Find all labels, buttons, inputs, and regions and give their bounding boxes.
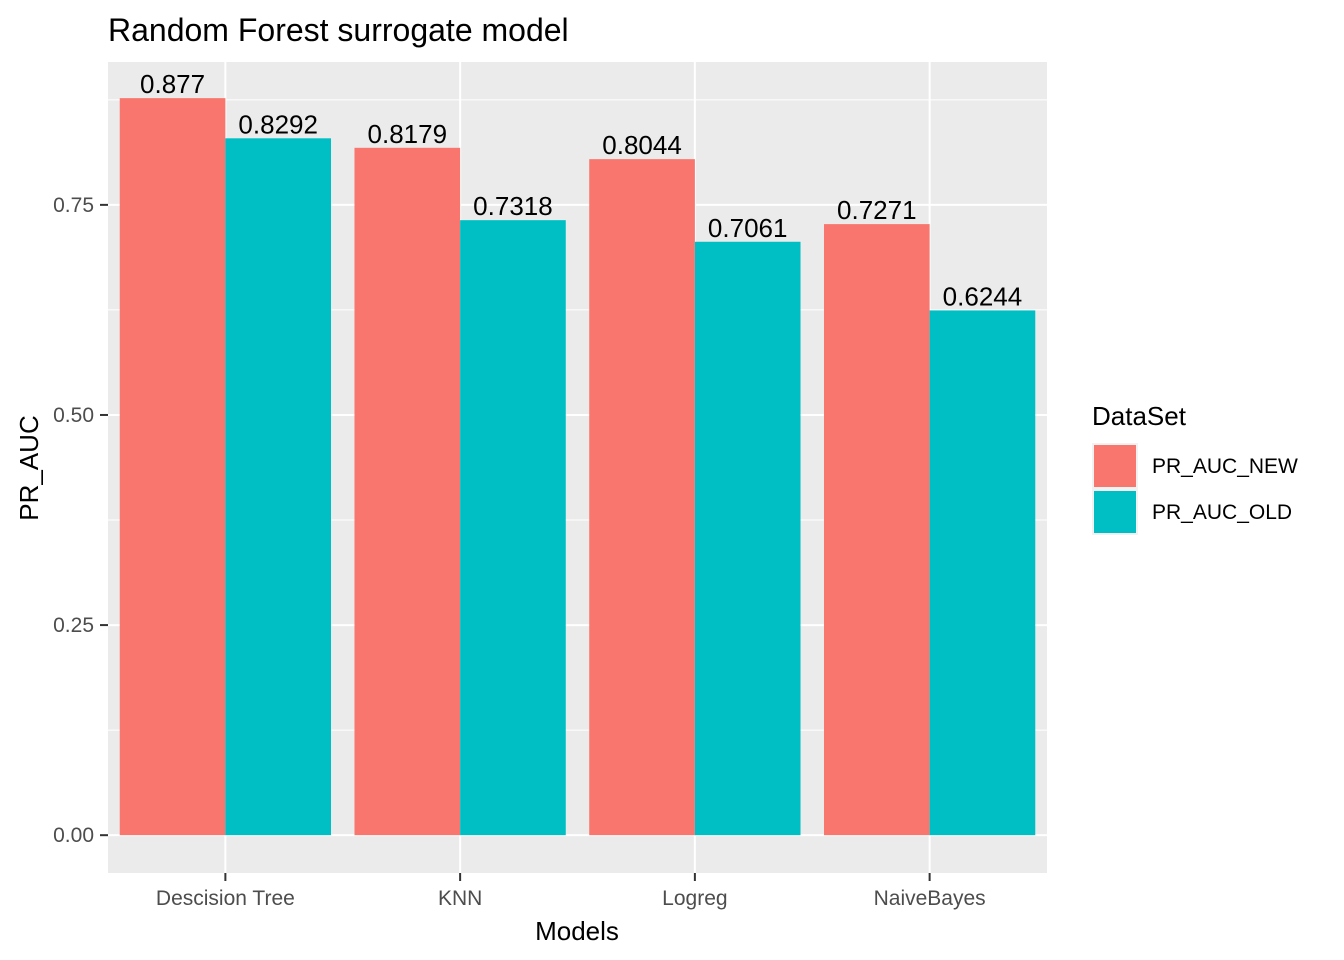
legend: DataSet PR_AUC_NEW PR_AUC_OLD bbox=[1092, 401, 1298, 535]
bars bbox=[119, 98, 1036, 836]
bar bbox=[589, 159, 695, 836]
bar bbox=[694, 241, 801, 836]
x-tick-label: NaiveBayes bbox=[874, 887, 986, 910]
x-axis: Descision Tree KNN Logreg NaiveBayes bbox=[156, 873, 986, 910]
data-label: 0.8179 bbox=[368, 119, 448, 149]
x-axis-title: Models bbox=[535, 916, 619, 946]
data-labels: 0.877 0.8179 0.8044 0.7271 0.8292 0.7318 0.706… bbox=[140, 69, 1022, 311]
legend-label: PR_AUC_NEW bbox=[1152, 455, 1298, 478]
bar bbox=[225, 138, 332, 836]
data-label: 0.6244 bbox=[943, 281, 1023, 311]
data-label: 0.7061 bbox=[708, 213, 788, 243]
y-tick-label: 0.50 bbox=[53, 404, 94, 427]
bar bbox=[460, 220, 566, 836]
data-label: 0.7318 bbox=[473, 191, 553, 221]
bar bbox=[823, 224, 930, 836]
legend-swatch bbox=[1094, 491, 1136, 533]
data-label: 0.8044 bbox=[602, 130, 682, 160]
legend-swatch bbox=[1094, 445, 1136, 487]
y-tick-label: 0.25 bbox=[53, 614, 94, 637]
y-tick-label: 0.00 bbox=[53, 824, 94, 847]
y-axis-title: PR_AUC bbox=[14, 415, 44, 520]
x-tick-label: KNN bbox=[438, 887, 482, 910]
chart-title: Random Forest surrogate model bbox=[108, 12, 569, 48]
data-label: 0.8292 bbox=[238, 109, 318, 139]
legend-label: PR_AUC_OLD bbox=[1152, 501, 1292, 524]
x-tick-label: Descision Tree bbox=[156, 887, 295, 910]
y-tick-label: 0.75 bbox=[53, 194, 94, 217]
bar bbox=[929, 310, 1036, 836]
y-axis: 0.00 0.25 0.50 0.75 bbox=[53, 194, 108, 847]
bar bbox=[354, 147, 461, 836]
x-tick-label: Logreg bbox=[662, 887, 727, 910]
bar bbox=[119, 98, 226, 836]
data-label: 0.877 bbox=[140, 69, 205, 99]
data-label: 0.7271 bbox=[837, 195, 917, 225]
legend-title: DataSet bbox=[1092, 401, 1187, 431]
